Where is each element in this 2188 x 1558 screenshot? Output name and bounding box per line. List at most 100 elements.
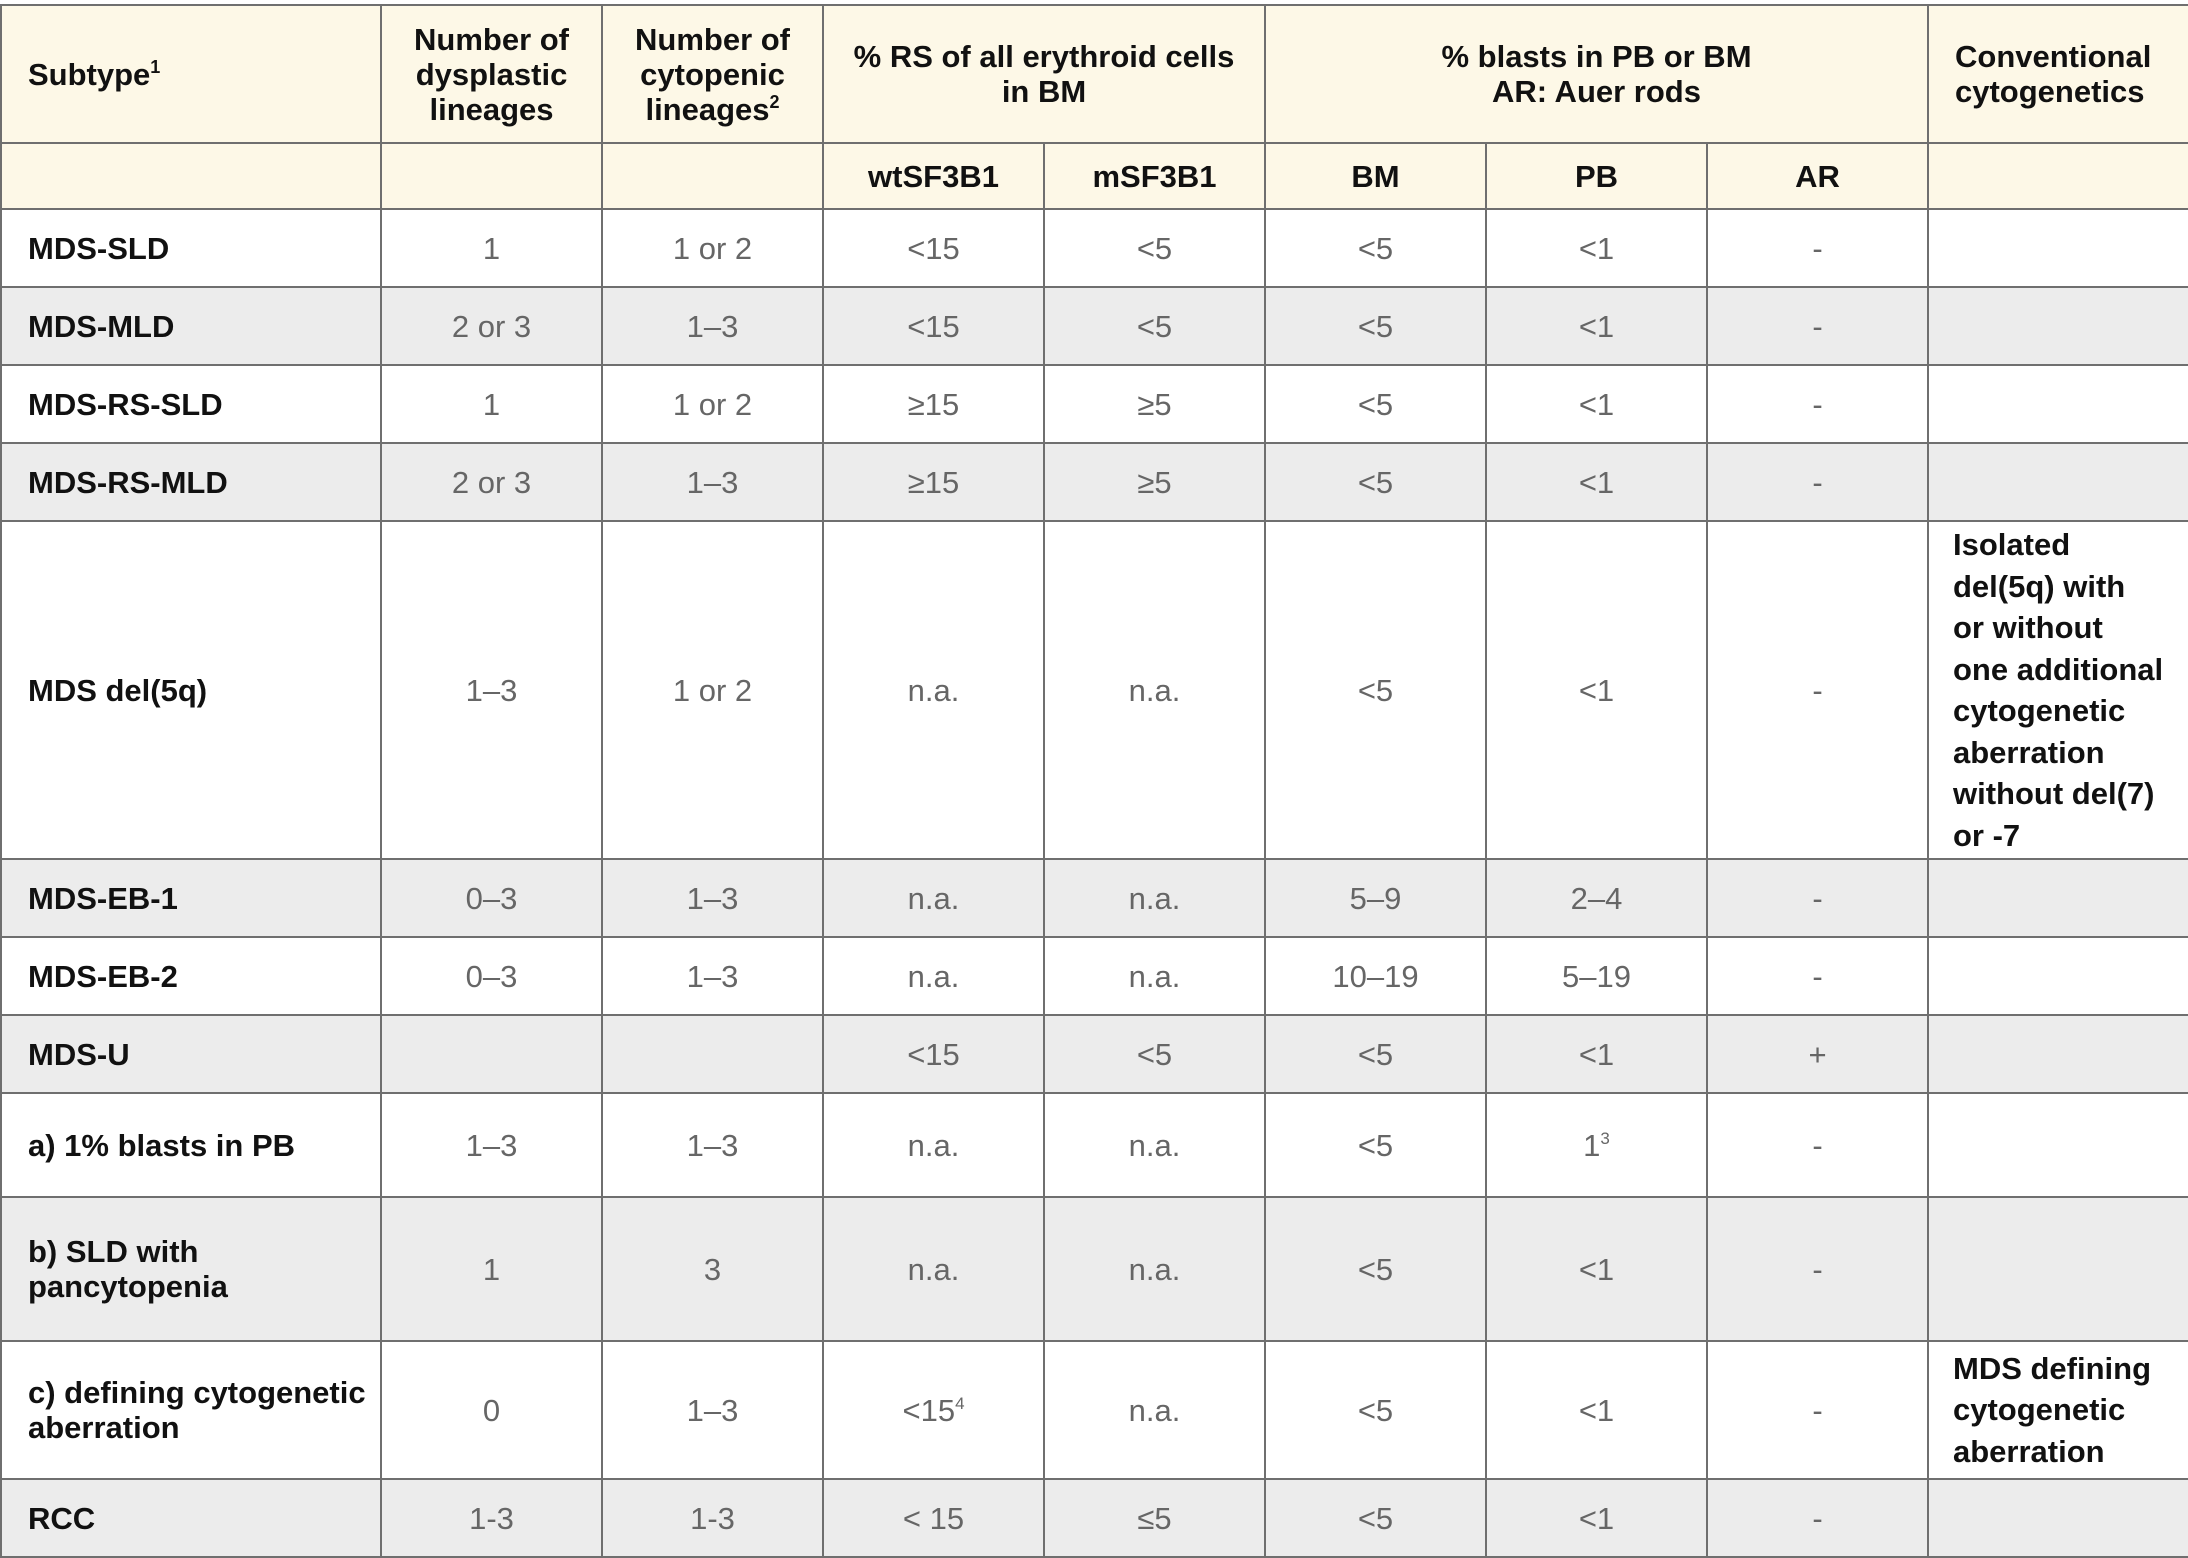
dysplastic-lineages-cell: 2 or 3 (380, 442, 603, 522)
msf3b1-cell: n.a. (1043, 1196, 1266, 1342)
cytopenic-lineages-cell: 1 or 2 (601, 520, 824, 860)
subtype-label: b) SLD with (28, 1234, 199, 1269)
subheader-wtsf3b1: wtSF3B1 (822, 142, 1045, 210)
bm-blasts-cell: 10–19 (1264, 936, 1487, 1016)
subheader-empty (380, 142, 603, 210)
wtsf3b1-cell: n.a. (822, 1196, 1045, 1342)
table-row: c) defining cytogenetic aberration 0 1–3 <15… (0, 1340, 2188, 1480)
conventional-cytogenetics-cell (1927, 364, 2188, 444)
cytogenetics-line: or without (1953, 610, 2103, 645)
subtype-cell: b) SLD with pancytopenia (0, 1196, 382, 1342)
subtype-label: MDS del(5q) (28, 672, 208, 708)
header-row: Subtype1 Number of dysplastic lineages N… (0, 4, 2188, 144)
subtype-cell: c) defining cytogenetic aberration (0, 1340, 382, 1480)
cytopenic-lineages-cell: 1–3 (601, 1340, 824, 1480)
cytopenic-lineages-cell (601, 1014, 824, 1094)
header-conventional-cytogenetics: Conventional cytogenetics (1927, 4, 2188, 144)
subtype-label: MDS-RS-MLD (28, 464, 228, 500)
auer-rods-cell: - (1706, 364, 1929, 444)
subtype-label: a) 1% blasts in PB (28, 1127, 296, 1163)
pb-blasts-cell: 5–19 (1485, 936, 1708, 1016)
pb-blasts-cell: 2–4 (1485, 858, 1708, 938)
dysplastic-lineages-cell: 0–3 (380, 936, 603, 1016)
subtype-cell: MDS-SLD (0, 208, 382, 288)
msf3b1-cell: n.a. (1043, 858, 1266, 938)
conventional-cytogenetics-cell: MDS defining cytogenetic aberration (1927, 1340, 2188, 1480)
msf3b1-cell: n.a. (1043, 520, 1266, 860)
wtsf3b1-cell: n.a. (822, 936, 1045, 1016)
auer-rods-cell: - (1706, 1340, 1929, 1480)
cytopenic-lineages-cell: 1–3 (601, 858, 824, 938)
cytopenic-lineages-cell: 1–3 (601, 442, 824, 522)
table-row: MDS-RS-MLD 2 or 3 1–3 ≥15 ≥5 <5 <1- (0, 442, 2188, 522)
auer-rods-cell: - (1706, 1478, 1929, 1558)
wtsf3b1-cell: <15 (822, 208, 1045, 288)
wtsf3b1-cell: <154 (822, 1340, 1045, 1480)
subheader-empty (1927, 142, 2188, 210)
auer-rods-cell: - (1706, 936, 1929, 1016)
subtype-cell: a) 1% blasts in PB (0, 1092, 382, 1198)
cytogenetics-line: del(5q) with (1953, 568, 2126, 604)
subtype-label: c) defining cytogenetic (28, 1375, 366, 1410)
msf3b1-cell: <5 (1043, 286, 1266, 366)
pb-blasts-cell: <1 (1485, 364, 1708, 444)
bm-blasts-cell: <5 (1264, 442, 1487, 522)
msf3b1-cell: n.a. (1043, 1340, 1266, 1480)
wtsf3b1-cell: ≥15 (822, 442, 1045, 522)
pb-blasts-cell: <1 (1485, 442, 1708, 522)
cytogenetics-line: MDS defining (1953, 1350, 2152, 1386)
bm-blasts-cell: <5 (1264, 1478, 1487, 1558)
table-row: MDS-EB-2 0–3 1–3 n.a. n.a. 10–19 5–19- (0, 936, 2188, 1016)
pb-blasts-cell: <1 (1485, 520, 1708, 860)
wtsf3b1-cell: ≥15 (822, 364, 1045, 444)
wtsf3b1-cell: n.a. (822, 520, 1045, 860)
table-row: MDS-RS-SLD 1 1 or 2 ≥15 ≥5 <5 <1- (0, 364, 2188, 444)
dysplastic-lineages-cell: 1 (380, 1196, 603, 1342)
table-container: Subtype1 Number of dysplastic lineages N… (0, 4, 2188, 1558)
subtype-label: pancytopenia (28, 1269, 228, 1304)
conventional-cytogenetics-cell (1927, 936, 2188, 1016)
table-row: MDS-MLD 2 or 3 1–3 <15 <5 <5 <1- (0, 286, 2188, 366)
cytopenic-lineages-cell: 1–3 (601, 936, 824, 1016)
subtype-label: MDS-RS-SLD (28, 386, 223, 422)
cytopenic-lineages-cell: 1–3 (601, 1092, 824, 1198)
auer-rods-cell: + (1706, 1014, 1929, 1094)
subtype-label: MDS-SLD (28, 230, 170, 266)
dysplastic-lineages-cell: 1-3 (380, 1478, 603, 1558)
conventional-cytogenetics-cell: Isolated del(5q) with or without one additi… (1927, 520, 2188, 860)
table-row: b) SLD with pancytopenia 1 3 n.a. n.a. <5 <1- (0, 1196, 2188, 1342)
subtype-cell: MDS-RS-MLD (0, 442, 382, 522)
subtype-label: MDS-EB-1 (28, 880, 178, 916)
msf3b1-cell: n.a. (1043, 1092, 1266, 1198)
conventional-cytogenetics-cell (1927, 1196, 2188, 1342)
conventional-cytogenetics-cell (1927, 858, 2188, 938)
dysplastic-lineages-cell: 1–3 (380, 1092, 603, 1198)
subheader-empty (601, 142, 824, 210)
subtype-label: aberration (28, 1410, 180, 1445)
cytogenetics-line: Isolated (1953, 527, 2071, 562)
header-blasts: % blasts in PB or BM AR: Auer rods (1264, 4, 1929, 144)
table-row: RCC 1-3 1-3 < 15 ≤5 <5 <1- (0, 1478, 2188, 1558)
pb-blasts-cell: <1 (1485, 208, 1708, 288)
wtsf3b1-cell: <15 (822, 1014, 1045, 1094)
table-row: a) 1% blasts in PB 1–3 1–3 n.a. n.a. <5 13- (0, 1092, 2188, 1198)
cytogenetics-line: without del(7) (1953, 776, 2155, 811)
cytogenetics-line: aberration (1953, 1433, 2105, 1469)
header-ring-sideroblasts: % RS of all erythroid cells in BM (822, 4, 1266, 144)
subheader-pb: PB (1485, 142, 1708, 210)
subheader-ar: AR (1706, 142, 1929, 210)
cytogenetics-line: cytogenetic (1953, 693, 2126, 728)
conventional-cytogenetics-cell (1927, 1014, 2188, 1094)
conventional-cytogenetics-cell (1927, 286, 2188, 366)
msf3b1-cell: ≤5 (1043, 1478, 1266, 1558)
table-row: MDS-EB-1 0–3 1–3 n.a. n.a. 5–9 2–4- (0, 858, 2188, 938)
subtype-cell: MDS-U (0, 1014, 382, 1094)
dysplastic-lineages-cell: 1 (380, 364, 603, 444)
cytogenetics-line: one additional (1953, 651, 2164, 687)
subtype-cell: MDS-EB-2 (0, 936, 382, 1016)
dysplastic-lineages-cell: 1–3 (380, 520, 603, 860)
dysplastic-lineages-cell: 1 (380, 208, 603, 288)
msf3b1-cell: n.a. (1043, 936, 1266, 1016)
pb-blasts-cell: 13 (1485, 1092, 1708, 1198)
bm-blasts-cell: <5 (1264, 1014, 1487, 1094)
